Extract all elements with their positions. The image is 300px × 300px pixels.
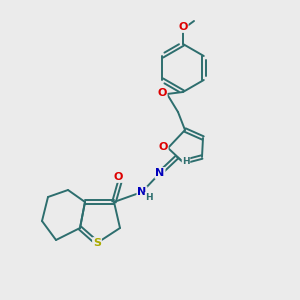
Text: O: O [157,88,167,98]
Text: S: S [93,238,101,248]
Text: N: N [137,187,147,197]
Text: O: O [113,172,123,182]
Text: H: H [145,193,153,202]
Text: N: N [155,168,165,178]
Text: H: H [182,157,190,166]
Text: O: O [178,22,188,32]
Text: O: O [158,142,168,152]
